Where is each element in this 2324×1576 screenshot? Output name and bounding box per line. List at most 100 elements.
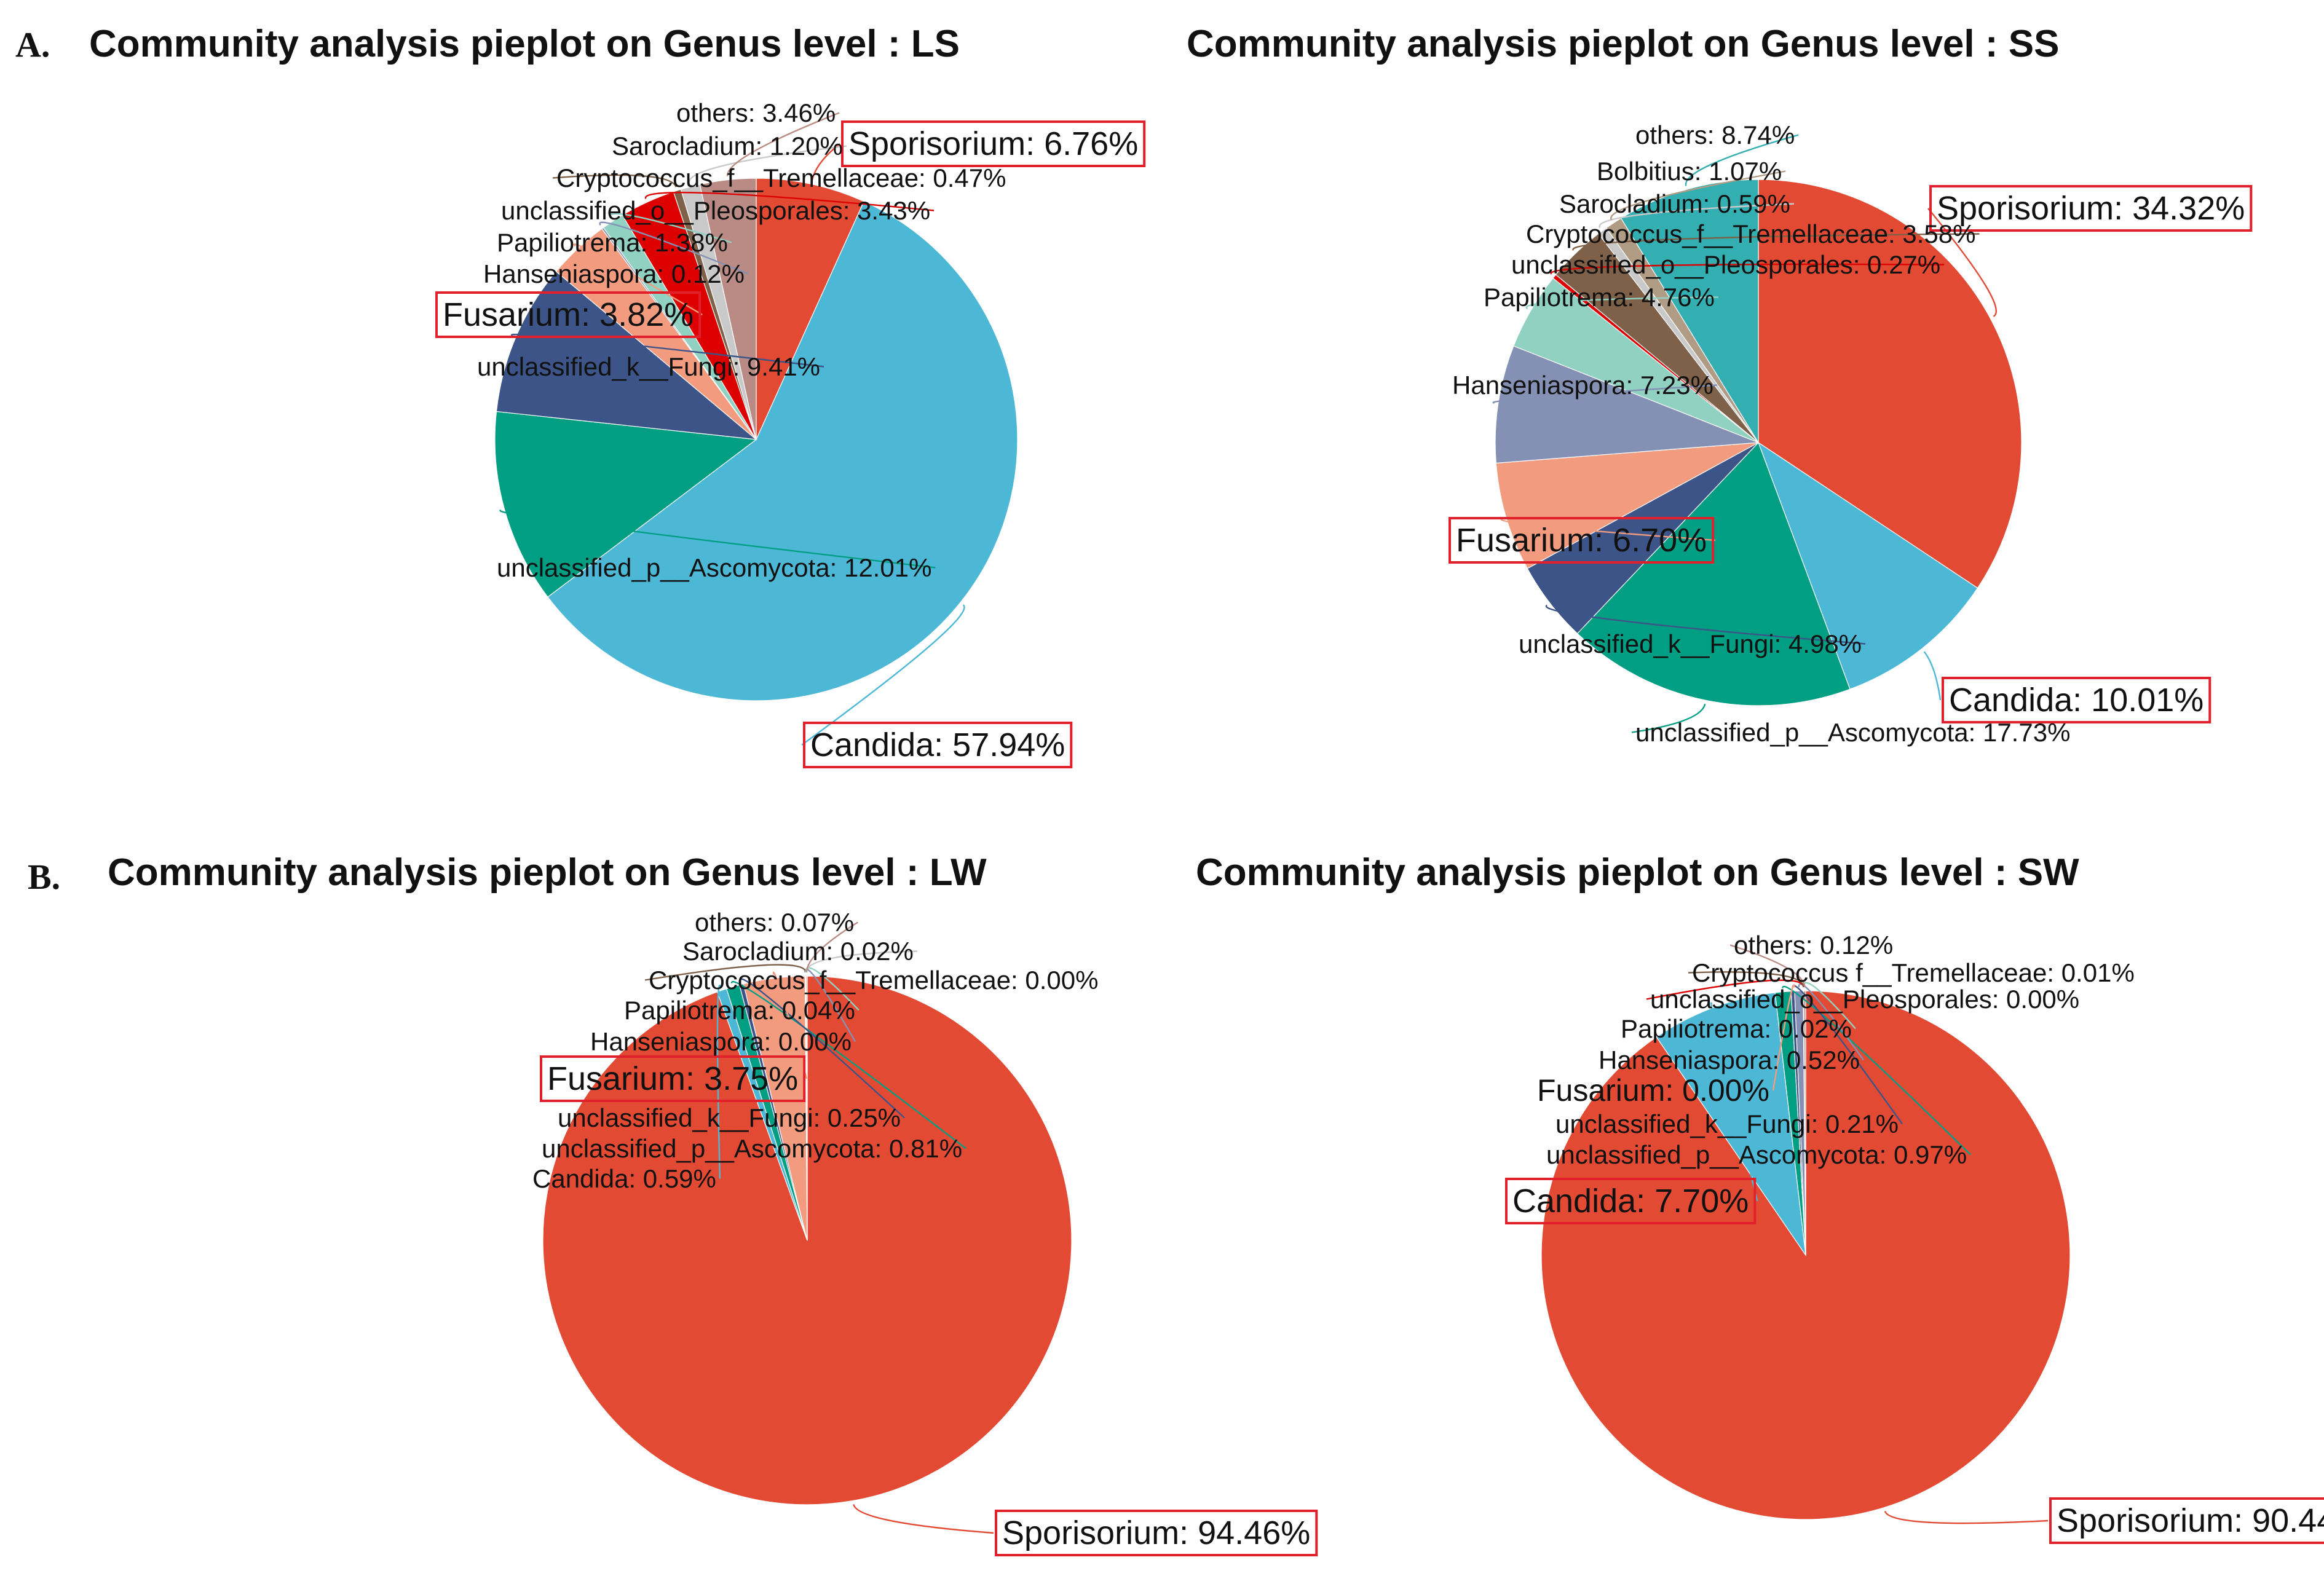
highlight-box-lw-sporisorium <box>995 1510 1318 1556</box>
slice-label-ss-fusarium: Fusarium: 6.70% <box>1456 522 1707 559</box>
pie-slice-ss-others <box>1620 179 1759 444</box>
slice-label-ss-papiliotrema: Papiliotrema: 4.76% <box>1484 283 1715 312</box>
slice-label-ls-hanseniaspora: Hanseniaspora: 0.12% <box>483 259 745 288</box>
leader-line-sw-cryptococcus-f-tremellaceae <box>1688 971 1804 988</box>
slice-label-ss-hanseniaspora: Hanseniaspora: 7.23% <box>1452 371 1713 400</box>
leader-line-ss-candida <box>1923 651 1942 701</box>
highlight-box-ss-sporisorium <box>1929 185 2253 232</box>
pie-slice-ss-hanseniaspora <box>1495 345 1759 464</box>
highlight-box-sw-candida <box>1505 1178 1757 1224</box>
leader-line-ls-sarocladium <box>688 145 847 184</box>
leader-line-sw-hanseniaspora <box>1798 983 1864 1061</box>
leader-line-ls-cryptococcus-f-tremellaceae <box>552 174 677 187</box>
slice-label-lw-sarocladium: Sarocladium: 0.02% <box>682 937 914 966</box>
leader-line-lw-sporisorium <box>853 1503 994 1534</box>
leader-line-ls-fusarium <box>573 243 703 316</box>
slice-label-lw-sporisorium: Sporisorium: 94.46% <box>1002 1515 1310 1551</box>
pie-slice-lw-others <box>805 975 808 1241</box>
slice-label-sw-unclassified-k-fungi: unclassified_k__Fungi: 0.21% <box>1555 1109 1899 1138</box>
pie-slice-ss-unclassified-p-ascomycota <box>1576 441 1851 706</box>
pie-chart-ss: Sporisorium: 34.32%Candida: 10.01%unclas… <box>1449 120 2253 747</box>
highlight-box-ls-fusarium <box>435 291 702 338</box>
highlight-box-lw-fusarium <box>540 1055 806 1102</box>
slice-label-ss-others: others: 8.74% <box>1635 120 1795 149</box>
pie-chart-lw: Sporisorium: 94.46%Candida: 0.59%unclass… <box>532 908 1318 1556</box>
highlight-box-ls-sporisorium <box>841 120 1146 167</box>
chart-title-sw: Community analysis pieplot on Genus leve… <box>1196 851 2079 894</box>
leader-line-sw-sporisorium <box>1884 1510 2049 1524</box>
leader-line-ss-unclassified-k-fungi <box>1545 604 1866 645</box>
slice-label-ls-sarocladium: Sarocladium: 1.20% <box>612 132 843 160</box>
slice-label-ss-unclassified-k-fungi: unclassified_k__Fungi: 4.98% <box>1519 629 1862 658</box>
leader-line-lw-unclassified-k-fungi <box>740 978 905 1119</box>
leader-line-ls-papiliotrema <box>609 213 732 243</box>
leader-line-lw-others <box>805 921 858 973</box>
leader-line-sw-others <box>1729 944 1806 988</box>
slice-label-sw-unclassified-o-pleosporales: unclassified_o__Pleosporales: 0.00% <box>1650 985 2079 1014</box>
slice-label-ss-sarocladium: Sarocladium: 0.59% <box>1559 189 1790 218</box>
slice-label-ss-unclassified-o-pleosporales: unclassified_o__Pleosporales: 0.27% <box>1511 250 1940 279</box>
leader-line-sw-unclassified-o-pleosporales <box>1646 979 1804 1000</box>
leader-line-ls-others <box>726 112 840 176</box>
slice-label-lw-unclassified-p-ascomycota: unclassified_p__Ascomycota: 0.81% <box>542 1134 962 1163</box>
slice-label-ls-cryptococcus-f-tremellaceae: Cryptococcus_f__Tremellaceae: 0.47% <box>556 164 1006 192</box>
leader-line-ls-candida <box>801 604 965 746</box>
slice-label-ls-fusarium: Fusarium: 3.82% <box>443 296 694 333</box>
panel-letter-b: B. <box>28 857 60 897</box>
leader-line-ss-unclassified-p-ascomycota <box>1631 703 1706 733</box>
slice-label-ls-sporisorium: Sporisorium: 6.76% <box>848 125 1138 162</box>
pie-slice-ls-sporisorium <box>756 178 864 440</box>
slice-label-sw-sporisorium: Sporisorium: 90.44% <box>2057 1502 2324 1539</box>
slice-label-ss-unclassified-p-ascomycota: unclassified_p__Ascomycota: 17.73% <box>1635 718 2070 747</box>
slice-label-sw-unclassified-p-ascomycota: unclassified_p__Ascomycota: 0.97% <box>1546 1140 1967 1169</box>
slice-label-lw-papiliotrema: Papiliotrema: 0.04% <box>624 996 855 1025</box>
highlight-box-ls-candida <box>803 722 1073 768</box>
slice-label-lw-hanseniaspora: Hanseniaspora: 0.00% <box>590 1027 852 1056</box>
pie-chart-ls: Sporisorium: 6.76% Candida: 57.94% unclass… <box>435 98 1146 768</box>
slice-label-ss-bolbitius: Bolbitius: 1.07% <box>1597 157 1782 186</box>
leader-line-sw-candida <box>1710 1002 1758 1202</box>
slice-label-ss-cryptococcus-f-tremellaceae: Cryptococcus_f__Tremellaceae: 3.58% <box>1526 219 1975 248</box>
slice-label-sw-cryptococcus-f-tremellaceae: Cryptococcus f__Tremellaceae: 0.01% <box>1692 958 2135 987</box>
leader-line-ss-bolbitius <box>1610 170 1786 221</box>
leader-line-ss-fusarium <box>1500 518 1716 542</box>
slice-label-ss-candida: Candida: 10.01% <box>1949 682 2203 719</box>
slice-label-ls-candida: Candida: 57.94% <box>810 727 1065 763</box>
slice-label-lw-fusarium: Fusarium: 3.75% <box>547 1060 798 1097</box>
chart-title-ss: Community analysis pieplot on Genus leve… <box>1187 23 2059 65</box>
slice-label-sw-papiliotrema: Papiliotrema: 0.02% <box>1621 1014 1852 1043</box>
slice-label-lw-cryptococcus-f-tremellaceae: Cryptococcus_f__Tremellaceae: 0.00% <box>649 966 1098 995</box>
pie-chart-sw: Sporisorium: 90.44% Candida: 7.70% unclass… <box>1505 931 2324 1544</box>
pie-slice-ls-candida <box>547 200 1018 701</box>
pie-slice-ls-unclassified-p-ascomycota <box>494 411 757 598</box>
leader-line-lw-fusarium <box>772 971 808 1079</box>
highlight-box-ss-fusarium <box>1449 517 1715 564</box>
slice-label-ls-unclassified-k-fungi: unclassified_k__Fungi: 9.41% <box>477 352 820 381</box>
leader-line-sw-unclassified-p-ascomycota <box>1782 985 1971 1156</box>
slice-label-lw-unclassified-k-fungi: unclassified_k__Fungi: 0.25% <box>558 1103 901 1132</box>
leader-line-ls-unclassified-p-ascomycota <box>499 509 936 569</box>
slice-label-sw-hanseniaspora: Hanseniaspora: 0.52% <box>1599 1046 1860 1074</box>
slice-label-ls-others: others: 3.46% <box>676 98 836 127</box>
highlight-box-ss-candida <box>1942 677 2211 723</box>
leader-line-ss-sarocladium <box>1599 203 1794 229</box>
leader-line-ls-unclassified-k-fungi <box>510 333 824 368</box>
leader-line-ss-hanseniaspora <box>1492 384 1718 404</box>
slice-label-sw-fusarium: Fusarium: 0.00% <box>1537 1073 1769 1108</box>
leader-line-ss-others <box>1685 134 1799 186</box>
slice-label-ls-papiliotrema: Papiliotrema: 1.38% <box>497 228 728 257</box>
leader-line-lw-cryptococcus-f-tremellaceae <box>644 964 807 981</box>
pie-slice-ls-others <box>699 178 757 440</box>
slice-label-ls-unclassified-o-pleosporales: unclassified_o__Pleosporales: 3.43% <box>501 196 930 225</box>
leader-line-ls-unclassified-o-pleosporales <box>644 192 935 211</box>
slice-label-lw-others: others: 0.07% <box>695 908 854 937</box>
leader-line-ss-papiliotrema <box>1525 296 1718 310</box>
slice-label-ss-sporisorium: Sporisorium: 34.32% <box>1937 190 2245 227</box>
slice-label-ls-unclassified-p-ascomycota: unclassified_p__Ascomycota: 12.01% <box>497 553 931 582</box>
slice-label-lw-candida: Candida: 0.59% <box>532 1164 716 1193</box>
leader-line-ss-unclassified-o-pleosporales <box>1550 263 1945 275</box>
panel-letter-a: A. <box>15 25 50 65</box>
chart-title-lw: Community analysis pieplot on Genus leve… <box>108 851 987 894</box>
leader-line-lw-candida <box>716 985 722 1179</box>
